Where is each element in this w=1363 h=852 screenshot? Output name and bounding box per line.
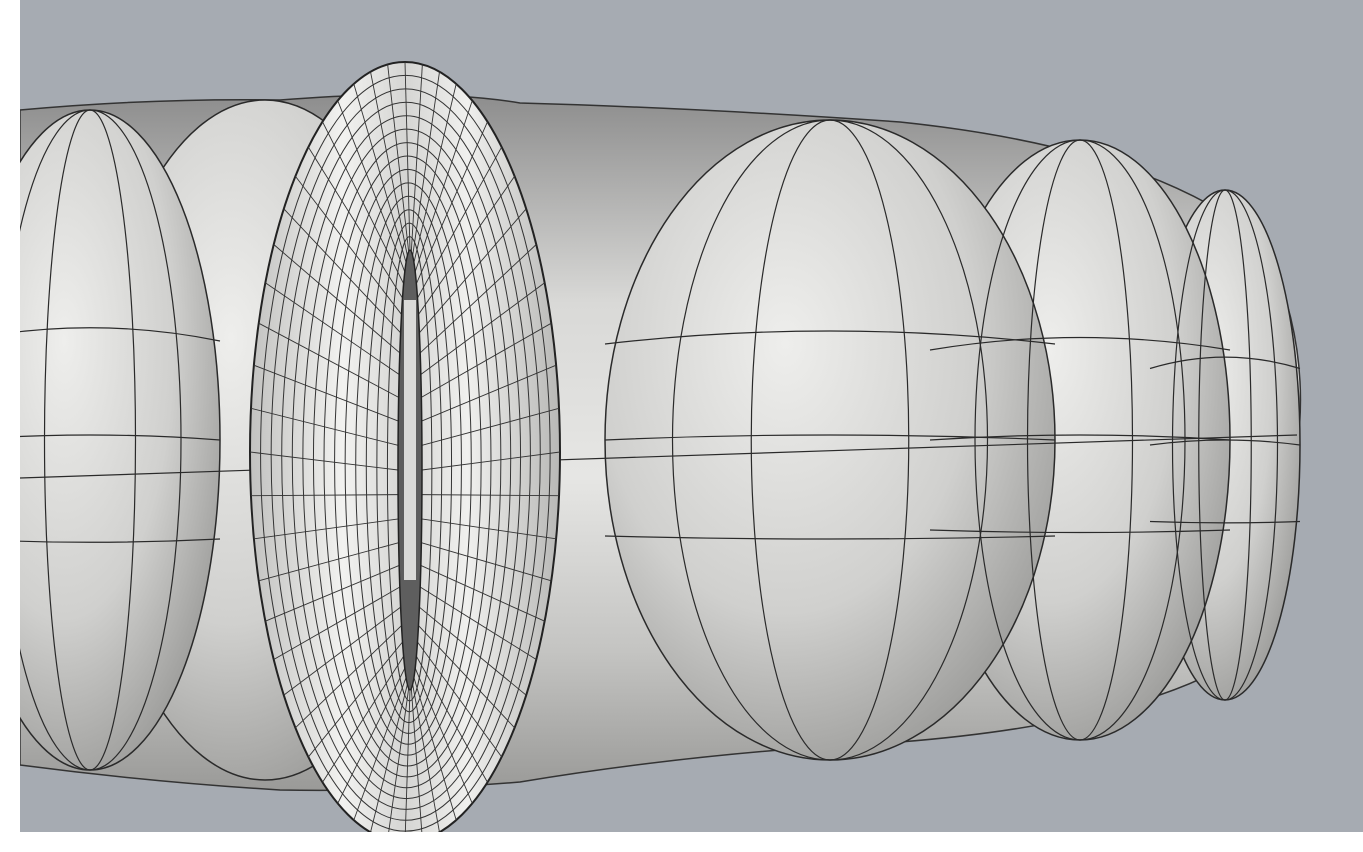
torus-spoke <box>253 518 399 540</box>
torus-spoke <box>353 83 407 263</box>
torus-spoke <box>421 451 561 471</box>
torus-spoke <box>417 641 503 758</box>
torus-spoke <box>307 146 403 299</box>
torus-spoke <box>412 684 440 833</box>
torus-spoke <box>421 518 557 540</box>
torus-spoke <box>419 244 537 354</box>
torus-spoke <box>421 494 560 497</box>
torus-spoke <box>421 322 552 398</box>
torus-spoke <box>387 64 410 252</box>
mesh-line <box>0 434 221 441</box>
torus-spoke <box>404 689 411 843</box>
torus-spoke <box>337 100 406 272</box>
mesh-line <box>974 139 1186 741</box>
torus-spoke <box>249 451 399 471</box>
torus-spoke <box>308 641 403 758</box>
torus-spoke <box>337 668 406 804</box>
torus-spoke <box>353 677 407 821</box>
mesh-line <box>0 109 182 771</box>
torus-spoke <box>322 121 405 284</box>
torus-spoke <box>410 64 423 252</box>
torus-spoke <box>419 586 537 660</box>
torus-spoke <box>415 656 488 783</box>
torus-spoke <box>273 586 401 660</box>
mesh-line <box>1149 520 1301 524</box>
hole-highlight <box>404 300 416 580</box>
torus-spoke <box>421 542 552 582</box>
mesh-line <box>929 434 1231 441</box>
mesh-line <box>604 535 1056 540</box>
mesh-line <box>604 330 1056 345</box>
torus-spoke <box>418 175 515 315</box>
torus-spoke <box>250 407 399 446</box>
torus-spoke <box>265 282 400 375</box>
torus-spoke <box>414 668 473 804</box>
frame-left <box>0 0 20 852</box>
mesh-line <box>1171 189 1279 701</box>
torus-spoke <box>419 208 527 334</box>
torus-spoke <box>370 684 408 833</box>
torus-spoke <box>295 625 402 729</box>
torus-spoke <box>415 121 488 284</box>
torus-spoke <box>265 565 400 622</box>
mesh-line <box>929 529 1231 534</box>
torus-spoke <box>283 606 401 696</box>
torus-spoke <box>417 146 503 299</box>
mesh-line <box>929 336 1231 351</box>
torus-spoke <box>404 61 411 251</box>
mesh-line <box>0 327 221 342</box>
torus-spoke <box>420 565 545 622</box>
torus-spoke <box>370 71 408 256</box>
mesh-line <box>0 538 221 543</box>
torus-spoke <box>420 282 545 375</box>
torus-spoke <box>273 244 401 354</box>
torus-spoke <box>412 71 440 256</box>
torus-spoke <box>413 83 457 263</box>
torus-spoke <box>258 542 399 582</box>
torus-spoke <box>387 688 410 840</box>
mesh-line <box>604 434 1056 441</box>
torus-spoke <box>283 208 401 334</box>
torus-spoke <box>413 677 457 821</box>
torus-spoke <box>410 688 423 840</box>
torus-spoke <box>421 407 560 446</box>
torus-spoke <box>414 100 473 272</box>
torus-spoke <box>421 364 557 422</box>
torus-spoke <box>418 625 515 729</box>
mesh-line <box>1149 439 1301 446</box>
torus-spoke <box>295 175 402 315</box>
torus-spoke <box>253 364 399 422</box>
torus-spoke <box>250 494 399 497</box>
mesh-line <box>671 119 989 761</box>
mesh-line <box>1149 356 1301 370</box>
torus-spoke <box>258 322 399 398</box>
seam-line <box>19 434 1298 479</box>
torus-spoke <box>419 606 527 696</box>
frame-bottom <box>0 832 1363 852</box>
torus-spoke <box>322 656 404 783</box>
